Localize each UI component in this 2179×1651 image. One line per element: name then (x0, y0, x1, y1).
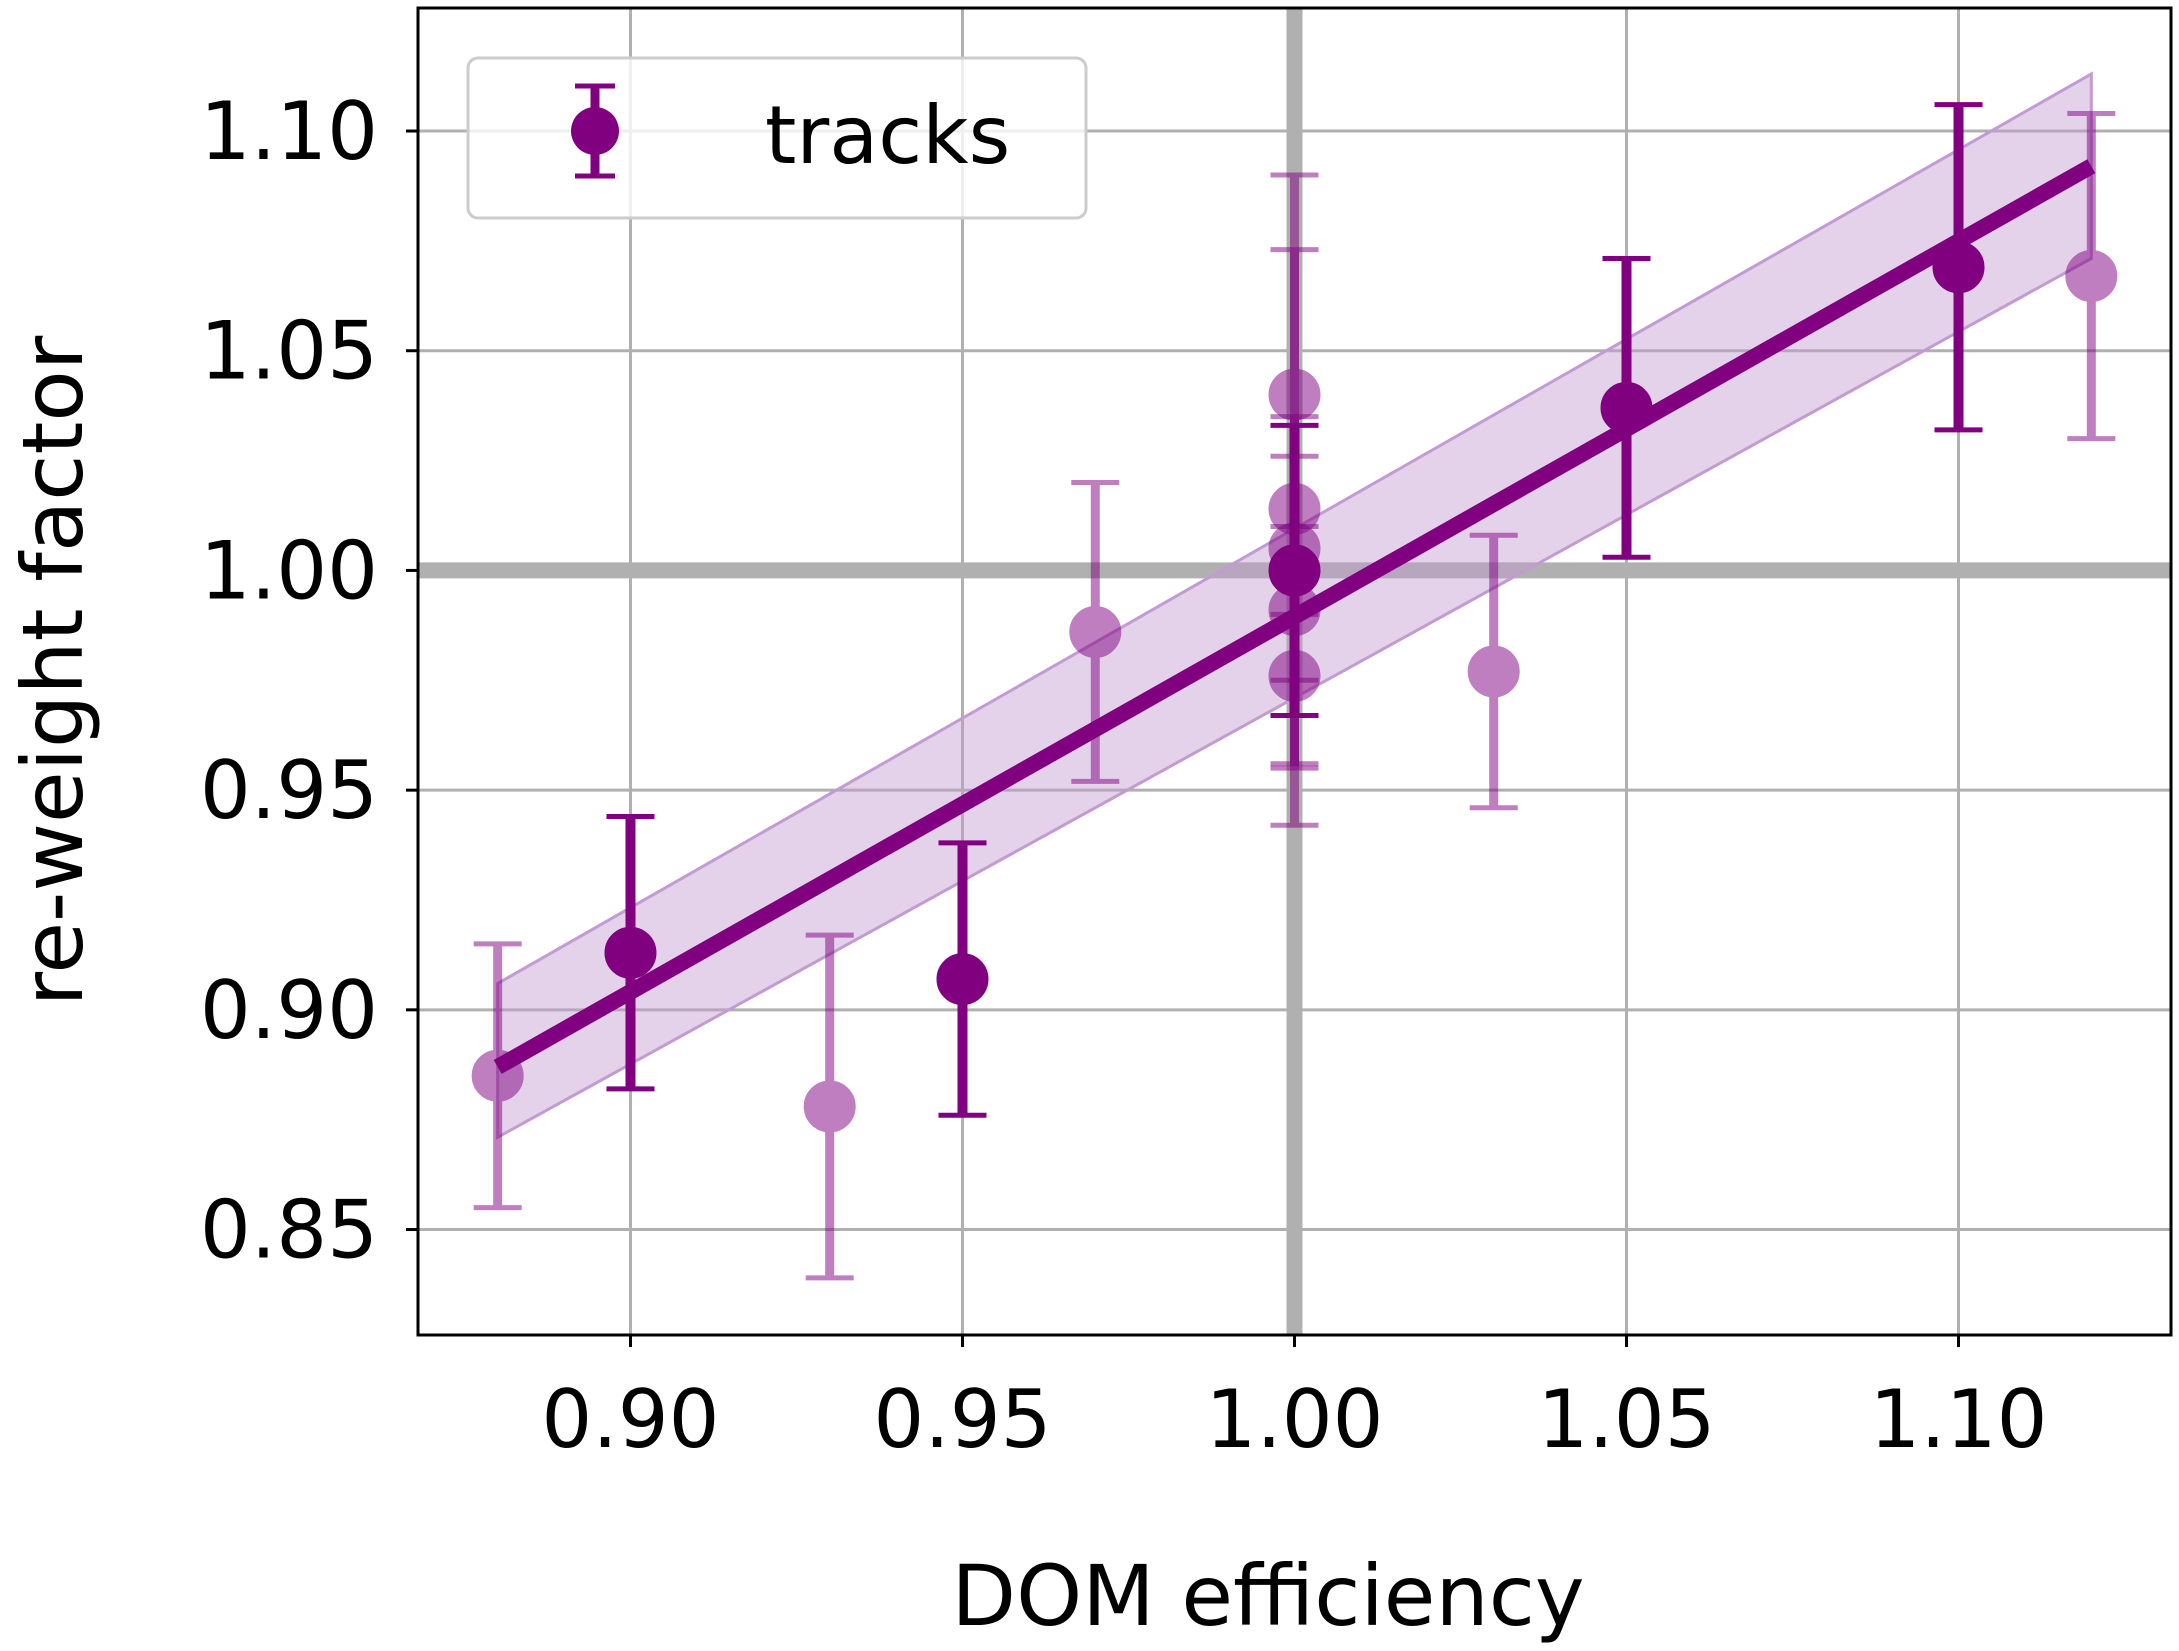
point-marker (1069, 605, 1122, 658)
point-marker (936, 953, 989, 1006)
x-tick-label: 1.10 (1869, 1373, 2047, 1466)
data-point-faded (2065, 110, 2118, 442)
x-tick-labels: 0.90 0.95 1.00 1.05 1.10 (541, 1335, 2048, 1466)
data-point-faded (1069, 480, 1122, 784)
x-tick-label: 0.90 (541, 1373, 719, 1466)
point-marker (803, 1080, 856, 1133)
data-point (936, 840, 989, 1118)
point-marker (1600, 381, 1653, 434)
legend: tracks (466, 56, 1088, 220)
point-marker (471, 1049, 524, 1102)
y-tick-label: 1.00 (200, 524, 378, 617)
y-tick-labels: 0.85 0.90 0.95 1.00 1.05 1.10 (200, 85, 418, 1277)
x-axis-label: DOM efficiency (951, 1547, 1584, 1645)
x-tick-label: 1.05 (1537, 1373, 1715, 1466)
data-point (1268, 422, 1321, 718)
point-marker (2065, 250, 2118, 303)
legend-label-tracks: tracks (765, 89, 1010, 182)
point-marker (604, 926, 657, 979)
data-point-faded (471, 941, 524, 1211)
y-tick-label: 0.85 (200, 1184, 378, 1277)
legend-box (466, 56, 1088, 220)
point-marker (1268, 544, 1321, 597)
y-tick-label: 0.95 (200, 744, 378, 837)
legend-marker (571, 83, 619, 179)
y-tick-label: 0.90 (200, 964, 378, 1057)
data-point (1932, 102, 1985, 433)
x-tick-label: 0.95 (873, 1373, 1051, 1466)
point-marker (1932, 241, 1985, 294)
legend-point (571, 107, 619, 155)
data-point (604, 814, 657, 1092)
data-points (471, 102, 2118, 1281)
y-axis-label: re-weight factor (4, 335, 102, 1006)
y-tick-label: 1.05 (200, 305, 378, 398)
data-point-faded (1467, 532, 1520, 811)
data-point-faded (803, 932, 856, 1281)
y-tick-label: 1.10 (200, 85, 378, 178)
x-tick-label: 1.00 (1205, 1373, 1383, 1466)
point-marker (1467, 645, 1520, 698)
data-point (1600, 255, 1653, 560)
